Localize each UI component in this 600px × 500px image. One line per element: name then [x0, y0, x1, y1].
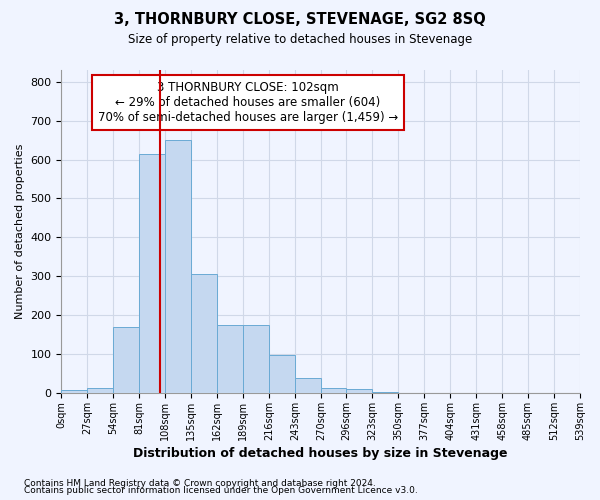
Bar — [166, 140, 191, 393]
Bar — [139, 154, 166, 393]
Bar — [321, 388, 346, 393]
Bar — [61, 390, 88, 393]
Text: 3 THORNBURY CLOSE: 102sqm
← 29% of detached houses are smaller (604)
70% of semi: 3 THORNBURY CLOSE: 102sqm ← 29% of detac… — [98, 82, 398, 124]
Text: 3, THORNBURY CLOSE, STEVENAGE, SG2 8SQ: 3, THORNBURY CLOSE, STEVENAGE, SG2 8SQ — [114, 12, 486, 28]
Text: Contains public sector information licensed under the Open Government Licence v3: Contains public sector information licen… — [24, 486, 418, 495]
Bar — [191, 274, 217, 393]
Bar — [269, 356, 295, 393]
Bar — [346, 389, 372, 393]
Bar — [88, 388, 113, 393]
Bar — [295, 378, 321, 393]
X-axis label: Distribution of detached houses by size in Stevenage: Distribution of detached houses by size … — [133, 447, 508, 460]
Bar — [113, 327, 139, 393]
Text: Size of property relative to detached houses in Stevenage: Size of property relative to detached ho… — [128, 32, 472, 46]
Bar — [243, 325, 269, 393]
Bar — [217, 325, 243, 393]
Text: Contains HM Land Registry data © Crown copyright and database right 2024.: Contains HM Land Registry data © Crown c… — [24, 478, 376, 488]
Y-axis label: Number of detached properties: Number of detached properties — [15, 144, 25, 319]
Bar — [372, 392, 398, 393]
